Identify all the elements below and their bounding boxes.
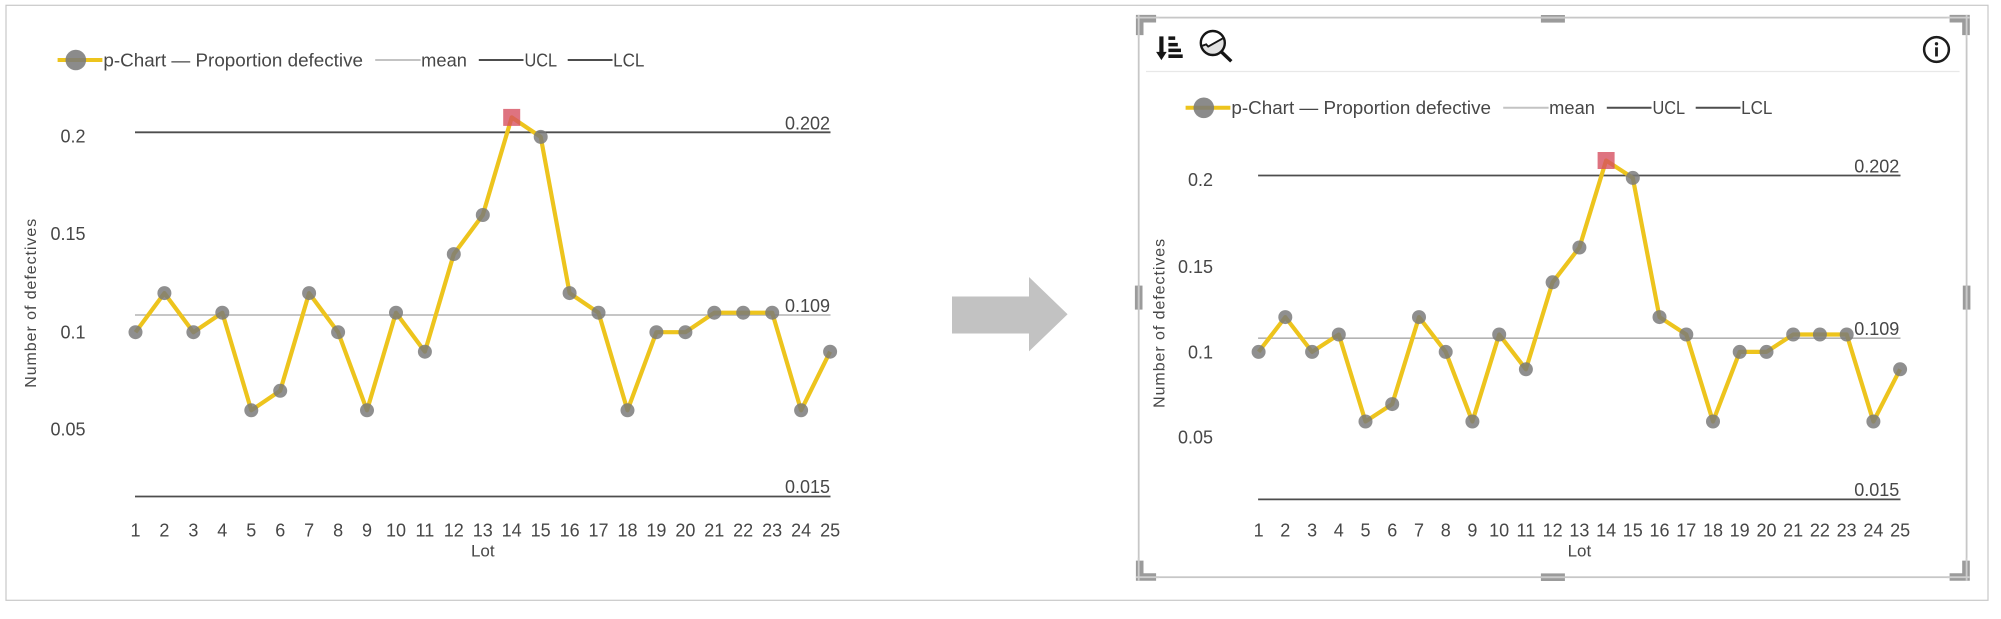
- svg-text:p-Chart — Proportion defective: p-Chart — Proportion defective: [1231, 98, 1491, 118]
- svg-text:1: 1: [1254, 521, 1264, 541]
- svg-text:7: 7: [1414, 521, 1424, 541]
- svg-text:p-Chart — Proportion defective: p-Chart — Proportion defective: [103, 50, 363, 70]
- svg-text:1: 1: [130, 521, 140, 541]
- svg-text:9: 9: [362, 521, 372, 541]
- svg-text:19: 19: [1730, 521, 1750, 541]
- svg-text:8: 8: [333, 521, 343, 541]
- svg-text:2: 2: [1280, 521, 1290, 541]
- svg-text:16: 16: [560, 521, 580, 541]
- svg-text:0.05: 0.05: [1178, 428, 1213, 448]
- svg-text:15: 15: [531, 521, 551, 541]
- svg-text:11: 11: [1517, 521, 1536, 541]
- svg-text:25: 25: [1890, 521, 1910, 541]
- svg-text:5: 5: [1360, 521, 1370, 541]
- svg-text:21: 21: [704, 521, 724, 541]
- svg-text:0.1: 0.1: [1188, 342, 1213, 362]
- svg-text:24: 24: [1863, 521, 1883, 541]
- svg-text:14: 14: [1596, 521, 1616, 541]
- svg-text:10: 10: [1489, 521, 1509, 541]
- svg-text:Lot: Lot: [1568, 542, 1592, 561]
- svg-text:20: 20: [675, 521, 695, 541]
- svg-text:19: 19: [646, 521, 666, 541]
- svg-text:LCL: LCL: [613, 50, 644, 70]
- svg-text:20: 20: [1756, 521, 1776, 541]
- svg-text:0.15: 0.15: [50, 224, 85, 244]
- svg-text:6: 6: [275, 521, 285, 541]
- svg-text:0.109: 0.109: [785, 296, 830, 316]
- svg-text:LCL: LCL: [1741, 98, 1772, 118]
- svg-text:23: 23: [1837, 521, 1857, 541]
- svg-text:0.2: 0.2: [1188, 170, 1213, 190]
- svg-text:6: 6: [1387, 521, 1397, 541]
- svg-text:21: 21: [1783, 521, 1803, 541]
- svg-text:8: 8: [1441, 521, 1451, 541]
- svg-text:7: 7: [304, 521, 314, 541]
- svg-text:10: 10: [386, 521, 406, 541]
- svg-text:0.015: 0.015: [1854, 480, 1899, 500]
- svg-text:0.2: 0.2: [60, 127, 85, 147]
- svg-text:12: 12: [444, 521, 464, 541]
- svg-text:12: 12: [1543, 521, 1563, 541]
- svg-text:Number of defectives: Number of defectives: [23, 219, 40, 388]
- svg-text:17: 17: [588, 521, 608, 541]
- svg-text:2: 2: [159, 521, 169, 541]
- svg-text:14: 14: [502, 521, 522, 541]
- svg-text:11: 11: [416, 521, 435, 541]
- svg-text:0.15: 0.15: [1178, 257, 1213, 277]
- svg-text:0.202: 0.202: [1854, 157, 1899, 177]
- svg-text:16: 16: [1649, 521, 1669, 541]
- svg-text:3: 3: [1307, 521, 1317, 541]
- svg-text:3: 3: [188, 521, 198, 541]
- svg-text:22: 22: [1810, 521, 1830, 541]
- svg-text:23: 23: [762, 521, 782, 541]
- svg-text:13: 13: [473, 521, 493, 541]
- svg-text:UCL: UCL: [1653, 98, 1686, 118]
- svg-text:mean: mean: [421, 50, 467, 70]
- svg-text:UCL: UCL: [525, 50, 558, 70]
- svg-text:24: 24: [791, 521, 811, 541]
- svg-text:Number of defectives: Number of defectives: [1151, 239, 1168, 408]
- svg-text:0.202: 0.202: [785, 114, 830, 134]
- svg-text:15: 15: [1623, 521, 1643, 541]
- svg-text:17: 17: [1676, 521, 1696, 541]
- svg-text:0.015: 0.015: [785, 477, 830, 497]
- svg-text:18: 18: [1703, 521, 1723, 541]
- svg-text:0.05: 0.05: [50, 420, 85, 440]
- svg-text:18: 18: [617, 521, 637, 541]
- svg-text:22: 22: [733, 521, 753, 541]
- svg-text:9: 9: [1467, 521, 1477, 541]
- svg-text:4: 4: [1334, 521, 1344, 541]
- svg-text:mean: mean: [1549, 98, 1595, 118]
- svg-text:13: 13: [1569, 521, 1589, 541]
- svg-text:4: 4: [217, 521, 227, 541]
- svg-text:0.109: 0.109: [1854, 319, 1899, 339]
- svg-text:5: 5: [246, 521, 256, 541]
- svg-text:0.1: 0.1: [60, 322, 85, 342]
- svg-text:Lot: Lot: [471, 542, 495, 561]
- svg-text:25: 25: [820, 521, 840, 541]
